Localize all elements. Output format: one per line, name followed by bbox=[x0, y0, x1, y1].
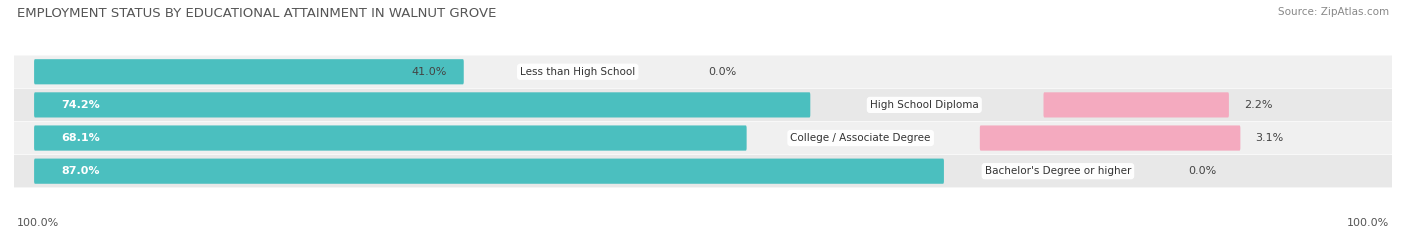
Text: 68.1%: 68.1% bbox=[60, 133, 100, 143]
FancyBboxPatch shape bbox=[980, 125, 1240, 151]
Text: Source: ZipAtlas.com: Source: ZipAtlas.com bbox=[1278, 7, 1389, 17]
FancyBboxPatch shape bbox=[14, 55, 1392, 88]
FancyBboxPatch shape bbox=[34, 92, 810, 117]
FancyBboxPatch shape bbox=[34, 59, 464, 84]
FancyBboxPatch shape bbox=[14, 89, 1392, 121]
FancyBboxPatch shape bbox=[34, 159, 943, 184]
Text: 3.1%: 3.1% bbox=[1256, 133, 1284, 143]
FancyBboxPatch shape bbox=[14, 122, 1392, 154]
Text: 100.0%: 100.0% bbox=[17, 218, 59, 228]
FancyBboxPatch shape bbox=[34, 125, 747, 151]
Text: 0.0%: 0.0% bbox=[1188, 166, 1216, 176]
Text: 74.2%: 74.2% bbox=[60, 100, 100, 110]
Text: College / Associate Degree: College / Associate Degree bbox=[790, 133, 931, 143]
Text: 2.2%: 2.2% bbox=[1244, 100, 1272, 110]
FancyBboxPatch shape bbox=[14, 155, 1392, 187]
Text: 0.0%: 0.0% bbox=[709, 67, 737, 77]
Text: High School Diploma: High School Diploma bbox=[870, 100, 979, 110]
Text: 41.0%: 41.0% bbox=[412, 67, 447, 77]
FancyBboxPatch shape bbox=[1043, 92, 1229, 117]
Text: Less than High School: Less than High School bbox=[520, 67, 636, 77]
Text: EMPLOYMENT STATUS BY EDUCATIONAL ATTAINMENT IN WALNUT GROVE: EMPLOYMENT STATUS BY EDUCATIONAL ATTAINM… bbox=[17, 7, 496, 20]
Text: 87.0%: 87.0% bbox=[60, 166, 100, 176]
Text: Bachelor's Degree or higher: Bachelor's Degree or higher bbox=[984, 166, 1130, 176]
Text: 100.0%: 100.0% bbox=[1347, 218, 1389, 228]
